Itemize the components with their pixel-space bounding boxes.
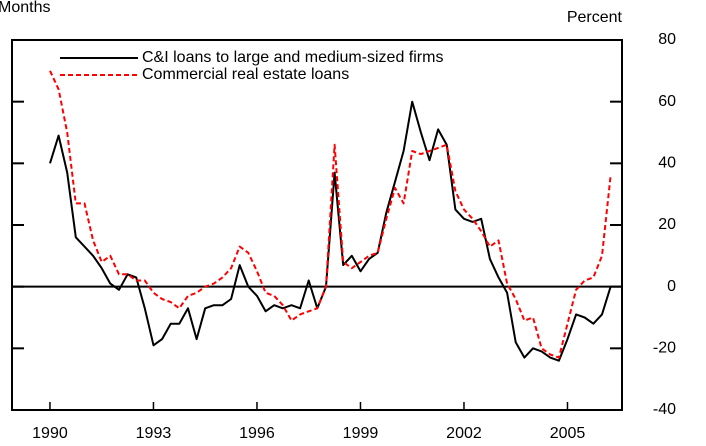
series-line: [49, 70, 612, 359]
y-axis-label: Percent: [567, 9, 623, 26]
x-tick-label: 1993: [136, 425, 172, 442]
top-left-label: Months: [0, 0, 50, 16]
y-tick-label: -40: [653, 401, 676, 418]
x-tick-label: 2005: [550, 425, 586, 442]
legend-label: Commercial real estate loans: [142, 66, 349, 83]
y-tick-label: -20: [653, 340, 676, 357]
y-tick-label: 20: [658, 216, 676, 233]
y-tick-label: 60: [658, 93, 676, 110]
x-tick-label: 2002: [446, 425, 482, 442]
y-tick-label: 80: [658, 31, 676, 48]
x-tick-label: 1990: [32, 425, 68, 442]
plot-frame: [11, 39, 623, 411]
x-tick-label: 1996: [239, 425, 275, 442]
x-tick-label: 1999: [343, 425, 379, 442]
y-tick-label: 0: [667, 278, 676, 295]
y-tick-label: 40: [658, 155, 676, 172]
legend-label: C&I loans to large and medium-sized firm…: [142, 49, 443, 66]
